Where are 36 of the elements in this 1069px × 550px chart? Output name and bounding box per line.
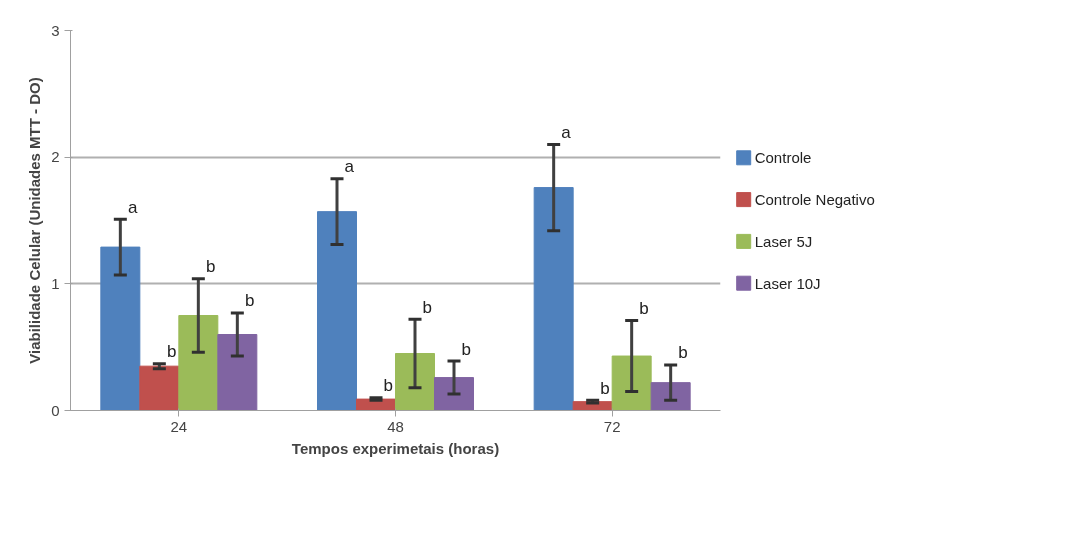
data-label: b: [639, 299, 649, 319]
x-tick-label: 24: [170, 417, 188, 435]
legend-label: Controle: [754, 149, 812, 167]
bar: [356, 398, 396, 411]
data-label: a: [561, 122, 572, 142]
bar: [395, 353, 435, 411]
y-tick-label: 1: [51, 274, 60, 292]
data-label: b: [678, 343, 688, 363]
bar: [139, 365, 180, 411]
bar: [100, 246, 141, 411]
data-label: b: [422, 297, 433, 317]
bar: [611, 355, 652, 411]
data-label: b: [205, 257, 216, 277]
data-label: b: [383, 376, 394, 396]
data-label: b: [600, 378, 610, 398]
x-tick-label: 48: [387, 417, 404, 435]
bar: [178, 315, 219, 411]
legend-label: Controle Negativo: [754, 191, 875, 209]
x-tick-label: 72: [603, 417, 621, 435]
x-axis-title: Tempos experimetais (horas): [291, 439, 500, 457]
bar: [650, 382, 691, 411]
data-label: b: [244, 291, 255, 311]
bar: [434, 377, 474, 411]
data-label: a: [127, 197, 138, 217]
bar: [217, 334, 258, 411]
bar: [317, 211, 357, 411]
legend-label: Laser 5J: [754, 232, 813, 250]
legend-label: Laser 10J: [754, 274, 821, 292]
data-label: b: [166, 342, 177, 362]
bar: [533, 187, 574, 411]
y-axis-title: Viabilidade Celular (Unidades MTT - DO): [26, 77, 44, 364]
data-label: b: [461, 339, 472, 359]
y-tick-label: 2: [51, 148, 60, 166]
data-label: a: [344, 157, 355, 177]
y-tick-label: 0: [51, 401, 60, 419]
y-tick-label: 3: [51, 21, 60, 39]
